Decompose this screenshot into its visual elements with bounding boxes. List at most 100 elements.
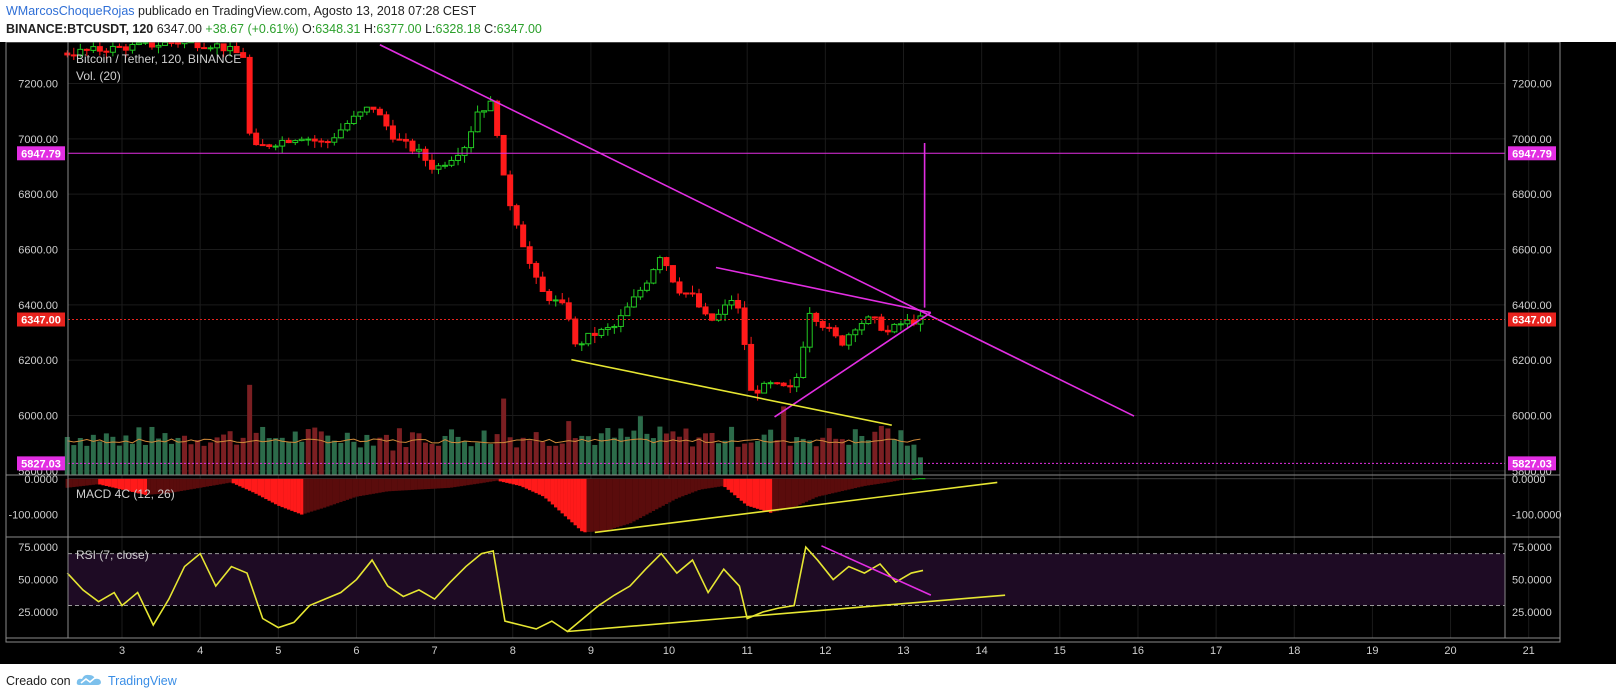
macd-bar [853, 478, 858, 489]
candle-body [161, 42, 168, 46]
macd-bar [749, 478, 753, 507]
volume-bar [370, 445, 376, 475]
candle-body [292, 140, 299, 144]
macd-bar [794, 478, 799, 507]
volume-bar [331, 440, 337, 475]
macd-bar [752, 478, 757, 508]
macd-bar [414, 478, 418, 490]
macd-bar [280, 478, 284, 508]
volume-bar [696, 437, 702, 475]
volume-bar [195, 439, 201, 475]
macd-bar [791, 478, 796, 508]
y-tick-label-right: 25.0000 [1512, 607, 1552, 619]
macd-bar [495, 478, 499, 481]
macd-bar [524, 478, 529, 489]
candle-body [70, 54, 77, 57]
macd-bar [863, 478, 867, 486]
volume-bar [891, 439, 897, 475]
macd-bar [469, 478, 473, 485]
volume-bar [618, 428, 624, 475]
x-tick-label: 15 [1054, 645, 1066, 657]
x-tick-label: 9 [588, 645, 594, 657]
macd-bar [658, 478, 662, 508]
price-tag-right: 6947.79 [1512, 148, 1552, 160]
macd-bar [283, 478, 288, 509]
y-tick-label-right: 50.0000 [1512, 575, 1552, 587]
candle-body [852, 329, 859, 336]
x-tick-label: 13 [897, 645, 909, 657]
volume-bar [488, 444, 494, 475]
macd-bar [638, 478, 643, 518]
macd-bar [527, 478, 532, 491]
macd-bar [482, 478, 486, 483]
macd-bar [869, 478, 874, 485]
candle-body [77, 48, 84, 56]
macd-bar [143, 478, 148, 495]
macd-bar [765, 478, 770, 512]
volume-bar [449, 429, 455, 475]
volume-bar [637, 416, 643, 475]
candle-body [774, 382, 781, 385]
volume-bar [227, 431, 233, 475]
axes: 7200.00 7200.00 7000.00 7000.00 6800.00 6800.… [5, 42, 1562, 657]
candle-body [455, 154, 462, 161]
open-value: 6348.31 [315, 22, 361, 36]
volume-bar [286, 441, 292, 475]
macd-bar [837, 478, 841, 492]
volume-bar [865, 440, 871, 475]
price-tag-box-right [1508, 456, 1556, 471]
candle-body [565, 302, 572, 320]
macd-bar [726, 478, 731, 490]
volume-bar [774, 440, 780, 475]
author-link[interactable]: WMarcosChoqueRojas [6, 4, 135, 18]
macd-bar [615, 478, 620, 528]
price-change: +38.67 (+0.61%) [205, 22, 299, 36]
candle-body [884, 329, 891, 333]
macd-bar [856, 478, 861, 488]
macd-bar [668, 478, 672, 503]
low-value: 6328.18 [435, 22, 481, 36]
macd-bar [260, 478, 265, 498]
macd-bar [560, 478, 564, 514]
macd-bar [586, 478, 590, 533]
macd-bar [834, 478, 838, 493]
volume-bar [462, 441, 468, 475]
volume-bar [318, 431, 324, 475]
candle-body [109, 45, 116, 53]
volume-bar [631, 430, 637, 475]
macd-bar [173, 478, 177, 493]
macd-bar [518, 478, 522, 486]
macd-bar [345, 478, 350, 500]
macd-bar [277, 478, 281, 506]
volume-bar [800, 438, 806, 475]
volume-bar [917, 457, 923, 475]
macd-bar [153, 478, 157, 495]
candle-body [787, 385, 794, 388]
volume-bar [794, 437, 800, 475]
candle-body [591, 332, 598, 336]
macd-bar [817, 478, 822, 497]
macd-bar [775, 478, 779, 512]
macd-bar [466, 478, 470, 486]
macd-bar [160, 478, 164, 494]
tradingview-link[interactable]: TradingView [108, 674, 177, 688]
y-tick-label-right: 7200.00 [1512, 79, 1552, 91]
candle-body [461, 147, 468, 156]
macd-bar [309, 478, 314, 512]
macd-bar [117, 478, 122, 489]
volume-bar [155, 438, 161, 475]
macd-bar [511, 478, 516, 485]
macd-bar [492, 478, 496, 482]
macd-bar [306, 478, 310, 513]
candle-body [533, 262, 540, 278]
macd-bar [589, 478, 594, 532]
candle-body [728, 300, 735, 306]
macd-bar [81, 478, 86, 486]
trading-chart[interactable]: 7200.00 7200.00 7000.00 7000.00 6800.00 6800.… [0, 42, 1616, 664]
macd-bar [319, 478, 323, 509]
tradingview-cloud-icon [76, 674, 101, 685]
candle-body [669, 265, 676, 283]
macd-bar [886, 478, 890, 483]
y-tick-label-left: 6000.00 [18, 411, 58, 423]
candle-body [604, 327, 611, 330]
